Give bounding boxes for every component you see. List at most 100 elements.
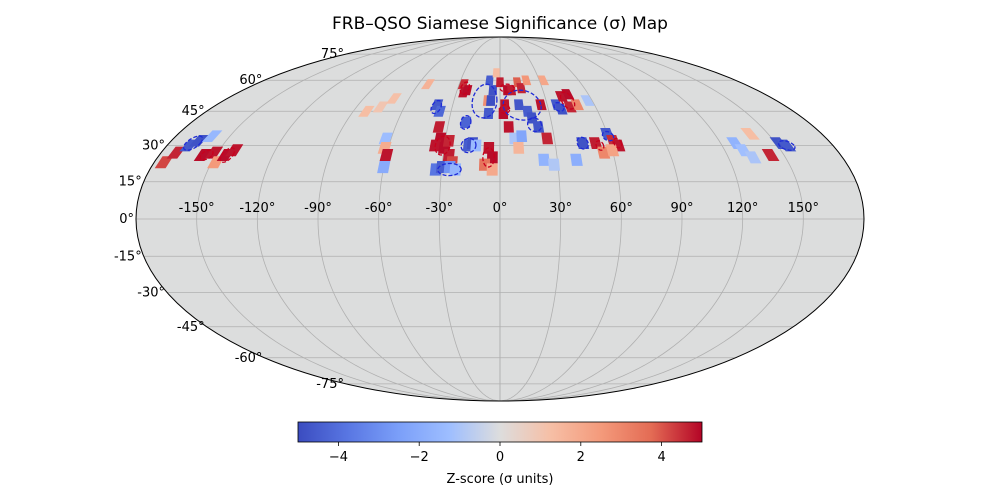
significance-cell	[503, 121, 514, 133]
significance-cell	[537, 75, 550, 86]
significance-cell	[449, 163, 462, 176]
significance-cell	[521, 75, 532, 86]
significance-cell	[570, 99, 584, 111]
significance-contours	[182, 81, 796, 177]
significance-cell	[486, 163, 498, 176]
colorbar-tick-label: −2	[410, 450, 429, 465]
lon-tick-label: 0°	[493, 201, 508, 216]
negative-contour	[460, 137, 477, 154]
lat-tick-label: -75°	[316, 377, 344, 392]
positive-contour	[499, 83, 515, 93]
lon-tick-label: 150°	[788, 201, 819, 216]
significance-cell	[358, 105, 375, 117]
significance-cell	[201, 130, 223, 142]
significance-cell	[516, 83, 527, 94]
lat-tick-label: -30°	[137, 286, 165, 301]
positive-contour	[434, 135, 451, 156]
significance-cell	[516, 130, 528, 142]
lat-tick-label: 0°	[119, 212, 134, 227]
significance-cell	[154, 156, 174, 169]
negative-contour	[430, 99, 443, 115]
positive-contour	[482, 147, 495, 168]
negative-contour	[601, 130, 615, 142]
significance-cell	[776, 139, 797, 152]
lat-tick-label: 30°	[142, 138, 165, 153]
lat-tick-label: -15°	[114, 249, 142, 264]
lon-tick-label: -150°	[179, 201, 215, 216]
meridian-line	[499, 37, 683, 401]
colorbar: −4 −2 0 2 4 Z-score (σ units)	[297, 421, 703, 487]
lat-tick-label: 15°	[119, 175, 142, 190]
significance-cell	[761, 149, 780, 161]
meridian-line	[499, 37, 744, 401]
significance-cell	[485, 75, 494, 86]
lon-tick-label: 30°	[549, 201, 572, 216]
lon-tick-label: -90°	[304, 201, 332, 216]
significance-cell	[432, 121, 446, 133]
significance-cell	[492, 68, 500, 78]
significance-cell	[483, 107, 494, 119]
negative-contour	[182, 135, 204, 151]
significance-cell	[744, 151, 762, 164]
significance-cell	[372, 101, 389, 113]
positive-contour	[595, 140, 605, 151]
significance-cell	[488, 85, 497, 96]
colorbar-tick-label: 0	[496, 450, 504, 465]
positive-contour	[613, 137, 623, 149]
significance-cell	[538, 153, 550, 166]
significance-cell	[378, 132, 393, 145]
negative-contour	[437, 162, 462, 177]
colorbar-tick-label: 2	[577, 450, 585, 465]
negative-contour	[576, 136, 590, 150]
significance-cell	[204, 146, 224, 159]
meridian-line	[499, 37, 562, 401]
significance-cell	[377, 161, 391, 174]
significance-cell	[554, 91, 568, 102]
longitude-tick-labels: -150° -120° -90° -60° -30° 0° 30° 60° 90° 120° 150…	[179, 201, 819, 216]
lon-tick-label: -30°	[425, 201, 453, 216]
significance-cell	[740, 128, 760, 140]
lon-tick-label: -120°	[239, 201, 275, 216]
significance-cell	[442, 134, 455, 147]
significance-cell	[563, 101, 577, 113]
significance-cell	[460, 116, 472, 129]
significance-cell	[541, 132, 554, 145]
negative-contour	[459, 114, 472, 130]
colorbar-ticks: −4 −2 0 2 4	[329, 442, 666, 465]
significance-cell	[379, 149, 394, 161]
significance-cell	[514, 99, 524, 111]
significance-cell	[605, 144, 620, 157]
significance-cell	[193, 149, 213, 161]
negative-contour	[526, 117, 543, 133]
significance-cell	[535, 99, 547, 111]
significance-cell	[433, 105, 446, 117]
meridian-line	[378, 37, 501, 401]
positive-contour	[459, 81, 471, 95]
chart-title: FRB–QSO Siamese Significance (σ) Map	[332, 14, 668, 34]
negative-contour	[553, 101, 565, 112]
significance-cell	[420, 79, 435, 90]
positive-contour	[499, 104, 511, 115]
lat-tick-label: 60°	[239, 73, 262, 88]
significance-cell	[570, 153, 583, 166]
significance-cell	[580, 95, 595, 106]
significance-cell	[188, 134, 210, 147]
lon-tick-label: 60°	[610, 201, 633, 216]
lat-tick-label: -45°	[177, 320, 205, 335]
colorbar-tick-label: 4	[657, 450, 665, 465]
colorbar-tick-label: −4	[329, 450, 348, 465]
significance-cell	[548, 158, 561, 171]
significance-cell	[225, 144, 244, 157]
lon-tick-label: 120°	[727, 201, 758, 216]
lat-tick-label: 75°	[321, 47, 344, 62]
colorbar-gradient	[297, 421, 703, 443]
significance-cell	[486, 95, 496, 106]
significance-cell	[496, 77, 504, 88]
lon-tick-label: 90°	[670, 201, 693, 216]
meridian-line	[499, 37, 622, 401]
meridian-line	[317, 37, 501, 401]
map-outline	[135, 36, 865, 402]
meridian-line	[438, 37, 501, 401]
